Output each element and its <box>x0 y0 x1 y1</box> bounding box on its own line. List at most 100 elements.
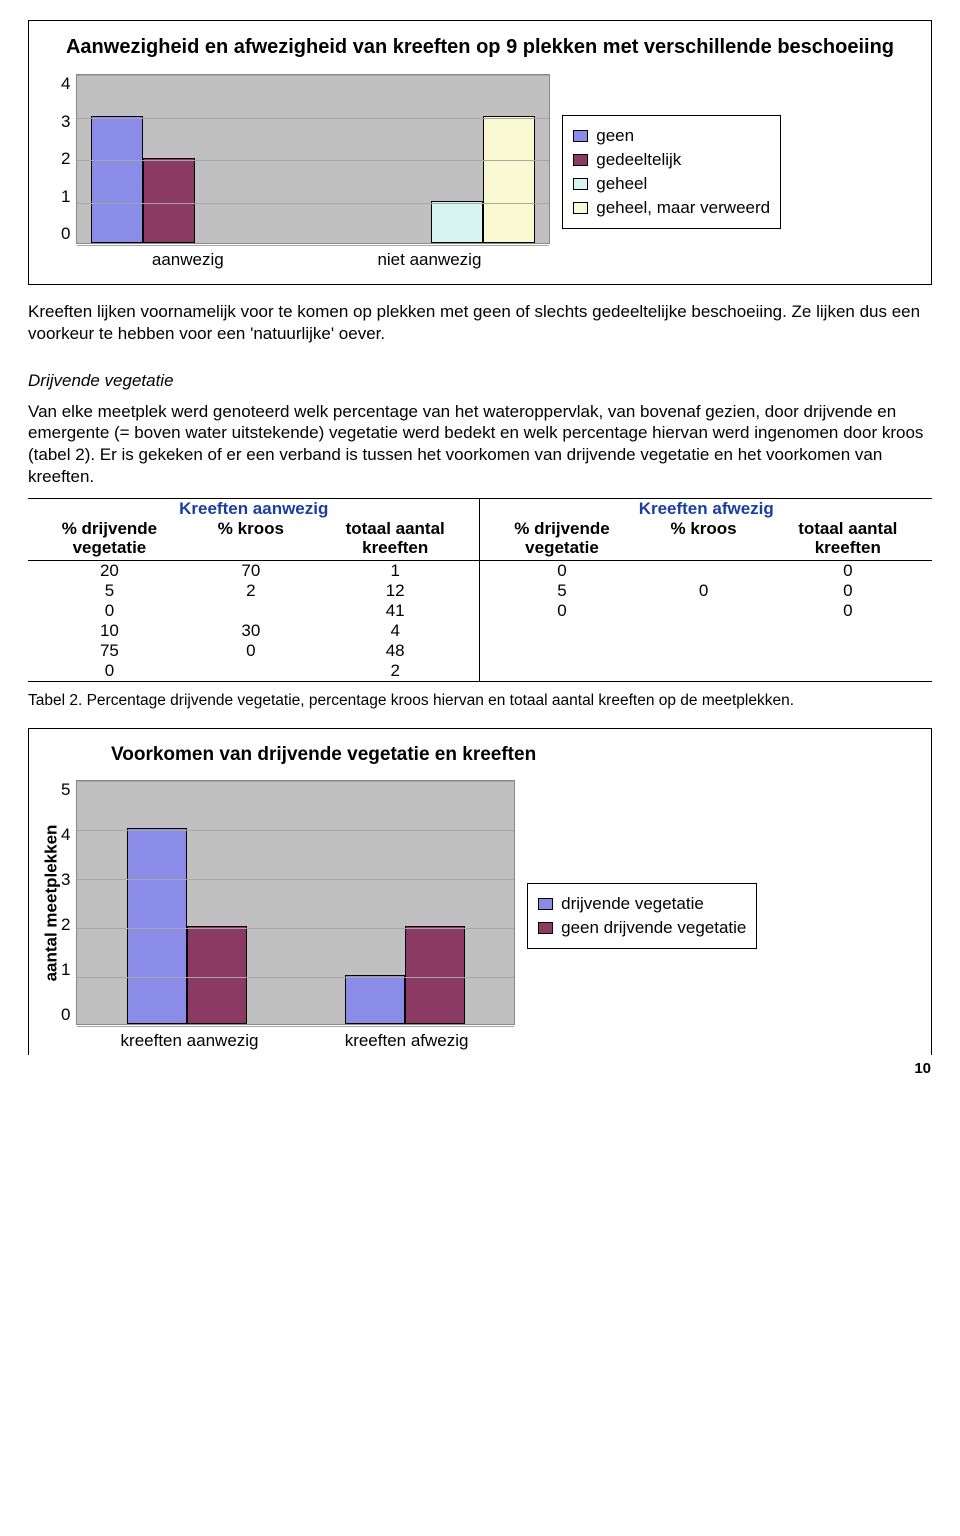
table-cell: 0 <box>480 601 644 621</box>
legend-item: geen drijvende vegetatie <box>538 918 746 938</box>
bar <box>345 975 405 1024</box>
xlabel: kreeften aanwezig <box>81 1025 298 1051</box>
table-row: 2070100 <box>28 560 932 581</box>
table-cell: 0 <box>28 601 191 621</box>
legend-item: geheel, maar verweerd <box>573 198 770 218</box>
legend-label: geheel, maar verweerd <box>596 198 770 218</box>
table-cell: 75 <box>28 641 191 661</box>
subheading-drijvende: Drijvende vegetatie <box>28 371 932 391</box>
chart2-container: Voorkomen van drijvende vegetatie en kre… <box>28 728 932 1056</box>
table-cell: 70 <box>191 560 311 581</box>
legend-item: geheel <box>573 174 770 194</box>
bar-group <box>77 781 295 1024</box>
ytick: 4 <box>61 825 70 845</box>
ytick: 0 <box>61 224 70 244</box>
paragraph-1: Kreeften lijken voornamelijk voor te kom… <box>28 301 932 345</box>
table-cell: 0 <box>764 601 932 621</box>
ytick: 4 <box>61 74 70 94</box>
xlabel: niet aanwezig <box>309 244 551 270</box>
chart2-yticks: 543210 <box>61 780 76 1025</box>
xlabel: kreeften afwezig <box>298 1025 515 1051</box>
table-cell: 0 <box>191 641 311 661</box>
chart1-ylabel-slot <box>41 74 61 244</box>
table-cell <box>644 601 764 621</box>
table-cell: 12 <box>311 581 480 601</box>
table-subhead-row: % drijvendevegetatie% kroostotaal aantal… <box>28 519 932 561</box>
table-cell: 5 <box>28 581 191 601</box>
table-cell: 1 <box>311 560 480 581</box>
data-table: Kreeften aanwezig Kreeften afwezig % dri… <box>28 498 932 682</box>
table-cell <box>644 621 764 641</box>
page-number: 10 <box>914 1060 931 1077</box>
table-cell <box>480 621 644 641</box>
table-cell: 5 <box>480 581 644 601</box>
table-cell: 2 <box>191 581 311 601</box>
table-cell: 41 <box>311 601 480 621</box>
bar-group <box>77 75 313 243</box>
bar <box>405 926 465 1024</box>
table-col-header: % drijvendevegetatie <box>28 519 191 561</box>
legend-item: gedeeltelijk <box>573 150 770 170</box>
ytick: 2 <box>61 915 70 935</box>
bar <box>127 828 187 1024</box>
bar-group <box>313 75 549 243</box>
bar <box>143 158 195 243</box>
legend-item: geen <box>573 126 770 146</box>
chart1-xlabels: aanwezigniet aanwezig <box>67 244 550 270</box>
bar <box>91 116 143 244</box>
table-cell: 0 <box>644 581 764 601</box>
table-col-header: totaal aantalkreeften <box>311 519 480 561</box>
legend-label: geheel <box>596 174 647 194</box>
table-cell <box>480 661 644 682</box>
chart1-container: Aanwezigheid en afwezigheid van kreeften… <box>28 20 932 285</box>
table-cell: 20 <box>28 560 191 581</box>
table-cell: 2 <box>311 661 480 682</box>
chart2-ylabel-text: aantal meetplekken <box>41 824 61 981</box>
paragraph-2: Van elke meetplek werd genoteerd welk pe… <box>28 401 932 488</box>
table-cell: 0 <box>764 560 932 581</box>
chart1-yticks: 43210 <box>61 74 76 244</box>
ytick: 0 <box>61 1005 70 1025</box>
chart1-title: Aanwezigheid en afwezigheid van kreeften… <box>41 35 919 60</box>
table-cell: 0 <box>480 560 644 581</box>
legend-swatch <box>573 154 588 166</box>
table-row: 5212500 <box>28 581 932 601</box>
table-caption: Tabel 2. Percentage drijvende vegetatie,… <box>28 692 932 710</box>
table-cell <box>191 601 311 621</box>
table-cell <box>644 560 764 581</box>
table-cell <box>191 661 311 682</box>
ytick: 5 <box>61 780 70 800</box>
legend-label: gedeeltelijk <box>596 150 681 170</box>
legend-swatch <box>573 178 588 190</box>
legend-swatch <box>573 130 588 142</box>
chart2-xlabels: kreeften aanwezigkreeften afwezig <box>81 1025 515 1051</box>
bar <box>187 926 247 1024</box>
table-cell <box>764 641 932 661</box>
chart1-axis-row: 43210 <box>41 74 550 244</box>
chart2-title: Voorkomen van drijvende vegetatie en kre… <box>41 743 919 767</box>
bar <box>431 201 483 244</box>
legend-item: drijvende vegetatie <box>538 894 746 914</box>
bar-group <box>296 781 514 1024</box>
legend-swatch <box>538 898 553 910</box>
table-cell: 4 <box>311 621 480 641</box>
table-cell: 30 <box>191 621 311 641</box>
table-cell <box>764 621 932 641</box>
table-col-header: % kroos <box>644 519 764 561</box>
ytick: 1 <box>61 960 70 980</box>
table-cell: 0 <box>764 581 932 601</box>
table-cell <box>764 661 932 682</box>
table-col-header: % kroos <box>191 519 311 561</box>
bar <box>483 116 535 244</box>
chart1-bar-groups <box>77 75 549 243</box>
table-cell <box>480 641 644 661</box>
table-cell <box>644 661 764 682</box>
table-col-header: totaal aantalkreeften <box>764 519 932 561</box>
table-row: 02 <box>28 661 932 682</box>
chart1-axis-plot: 43210 aanwezigniet aanwezig <box>41 74 550 270</box>
table-cell: 0 <box>28 661 191 682</box>
chart2-legend: drijvende vegetatie geen drijvende vegeta… <box>527 883 757 949</box>
chart2-ylabel: aantal meetplekken <box>41 780 61 1025</box>
chart2-plot-area <box>76 780 515 1025</box>
table-cell <box>644 641 764 661</box>
